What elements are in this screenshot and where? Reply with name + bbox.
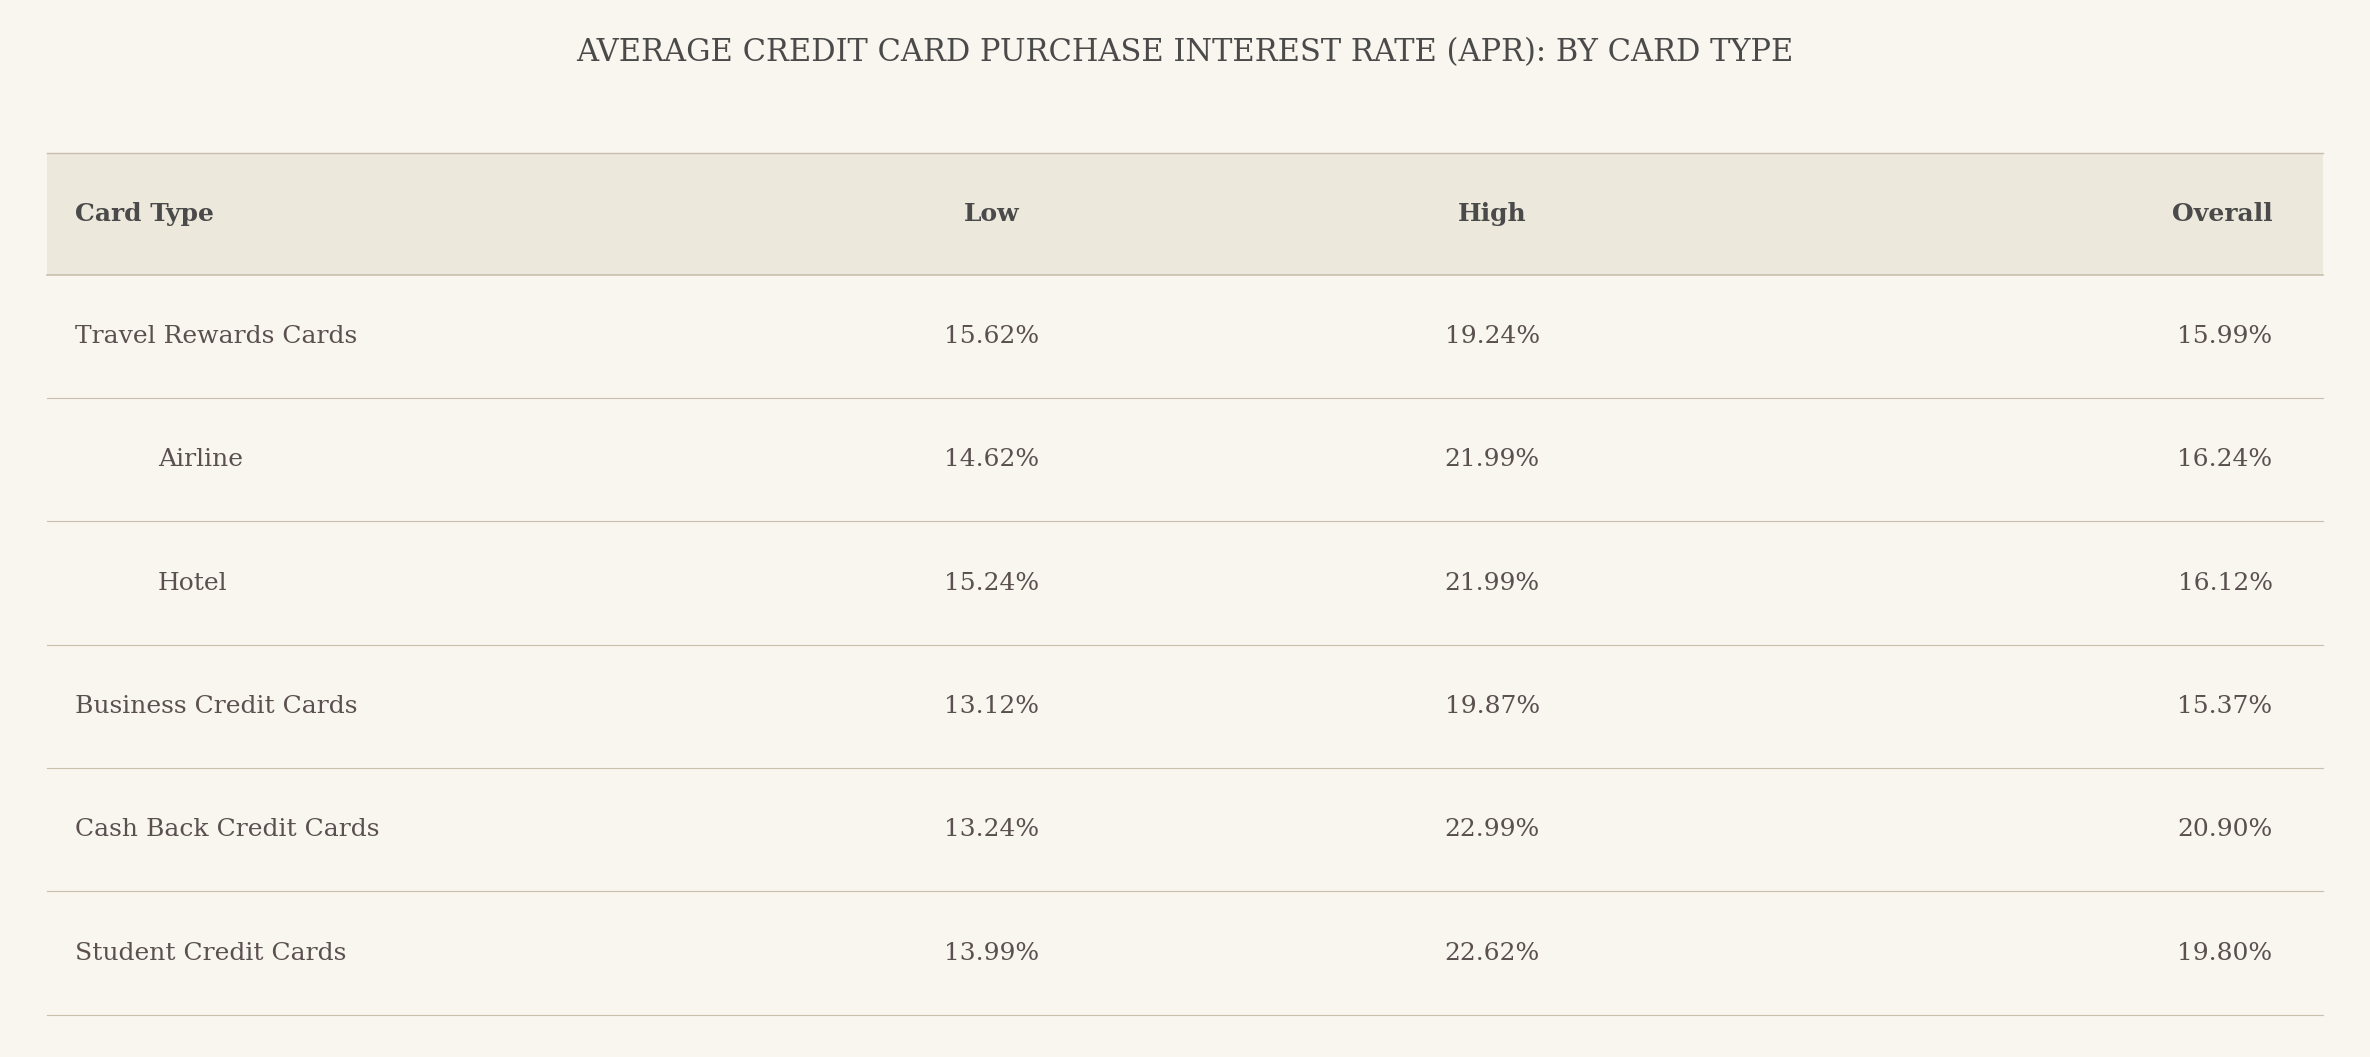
Text: 20.90%: 20.90% [2178, 818, 2273, 841]
Text: 15.24%: 15.24% [943, 572, 1038, 595]
Bar [47, 398, 2323, 521]
Bar [47, 768, 2323, 891]
Text: 22.99%: 22.99% [1446, 818, 1541, 841]
Text: Airline: Airline [159, 448, 242, 471]
Text: Card Type: Card Type [76, 202, 213, 226]
Text: 21.99%: 21.99% [1446, 572, 1541, 595]
Text: 15.99%: 15.99% [2178, 324, 2273, 348]
Text: High: High [1458, 202, 1526, 226]
Text: 13.24%: 13.24% [943, 818, 1038, 841]
Text: Overall: Overall [2171, 202, 2273, 226]
Text: 14.62%: 14.62% [943, 448, 1038, 471]
Text: 19.24%: 19.24% [1446, 324, 1541, 348]
Text: 22.62%: 22.62% [1446, 942, 1541, 965]
Text: Low: Low [965, 202, 1019, 226]
Text: Travel Rewards Cards: Travel Rewards Cards [76, 324, 358, 348]
Text: Business Credit Cards: Business Credit Cards [76, 694, 358, 718]
Bar [47, 891, 2323, 1015]
Text: 13.99%: 13.99% [943, 942, 1038, 965]
Text: 15.37%: 15.37% [2178, 694, 2273, 718]
Bar [47, 275, 2323, 398]
Text: 19.87%: 19.87% [1446, 694, 1541, 718]
Bar [47, 521, 2323, 645]
Text: 13.12%: 13.12% [943, 694, 1038, 718]
Text: 15.62%: 15.62% [943, 324, 1038, 348]
Text: Cash Back Credit Cards: Cash Back Credit Cards [76, 818, 379, 841]
Text: 16.12%: 16.12% [2178, 572, 2273, 595]
Text: 21.99%: 21.99% [1446, 448, 1541, 471]
Text: Student Credit Cards: Student Credit Cards [76, 942, 346, 965]
Bar [47, 153, 2323, 275]
Bar [47, 645, 2323, 768]
Text: Hotel: Hotel [159, 572, 228, 595]
Text: 16.24%: 16.24% [2178, 448, 2273, 471]
Text: 19.80%: 19.80% [2178, 942, 2273, 965]
Text: AVERAGE CREDIT CARD PURCHASE INTEREST RATE (APR): BY CARD TYPE: AVERAGE CREDIT CARD PURCHASE INTEREST RA… [576, 37, 1794, 68]
